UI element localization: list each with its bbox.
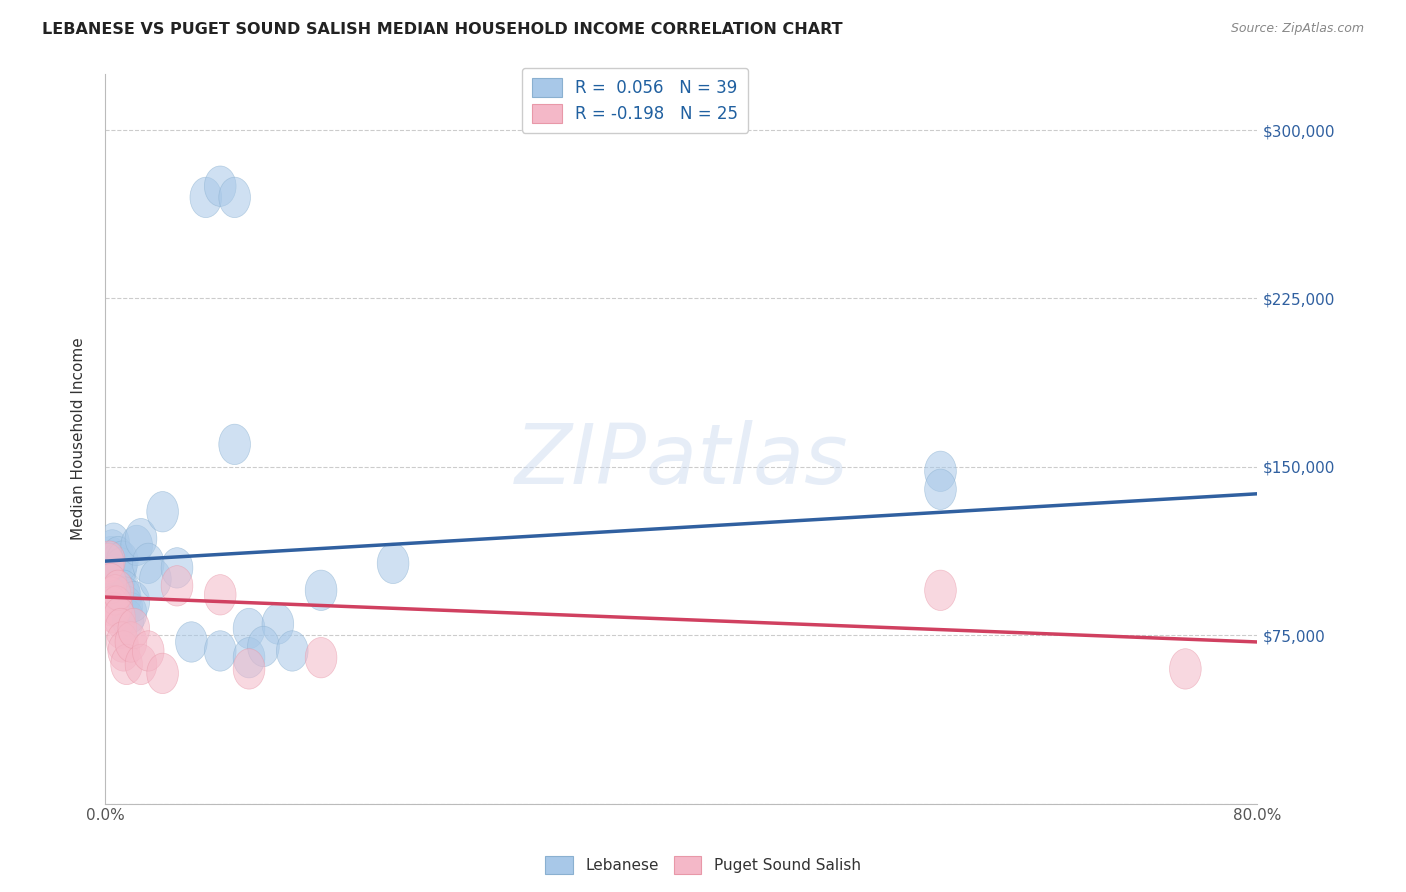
Ellipse shape [132,631,165,671]
Ellipse shape [162,566,193,606]
Ellipse shape [98,592,129,633]
Ellipse shape [111,644,142,685]
Ellipse shape [262,604,294,644]
Ellipse shape [97,586,128,626]
Ellipse shape [1170,648,1201,690]
Ellipse shape [96,577,127,617]
Ellipse shape [204,166,236,206]
Ellipse shape [233,608,264,648]
Ellipse shape [132,543,165,583]
Ellipse shape [305,638,337,678]
Ellipse shape [204,631,236,671]
Ellipse shape [104,597,135,638]
Ellipse shape [101,586,132,626]
Ellipse shape [112,599,143,640]
Ellipse shape [139,559,172,599]
Ellipse shape [121,525,152,566]
Ellipse shape [97,541,128,582]
Ellipse shape [115,622,146,662]
Ellipse shape [219,425,250,465]
Ellipse shape [176,622,207,662]
Ellipse shape [111,586,142,626]
Ellipse shape [91,543,124,583]
Ellipse shape [204,574,236,615]
Ellipse shape [115,592,146,633]
Ellipse shape [103,536,134,577]
Ellipse shape [219,178,250,218]
Ellipse shape [98,523,129,564]
Ellipse shape [108,570,139,610]
Ellipse shape [125,644,157,685]
Legend: Lebanese, Puget Sound Salish: Lebanese, Puget Sound Salish [540,850,866,880]
Ellipse shape [104,559,135,599]
Ellipse shape [107,541,138,582]
Ellipse shape [233,638,264,678]
Ellipse shape [190,178,222,218]
Text: LEBANESE VS PUGET SOUND SALISH MEDIAN HOUSEHOLD INCOME CORRELATION CHART: LEBANESE VS PUGET SOUND SALISH MEDIAN HO… [42,22,842,37]
Ellipse shape [100,570,131,610]
Ellipse shape [146,491,179,532]
Ellipse shape [96,564,127,604]
Ellipse shape [118,608,149,648]
Ellipse shape [105,548,136,588]
Y-axis label: Median Household Income: Median Household Income [72,337,86,541]
Ellipse shape [105,608,136,648]
Ellipse shape [305,570,337,610]
Legend: R =  0.056   N = 39, R = -0.198   N = 25: R = 0.056 N = 39, R = -0.198 N = 25 [522,68,748,133]
Ellipse shape [93,541,125,582]
Ellipse shape [125,518,157,559]
Ellipse shape [107,622,138,662]
Ellipse shape [925,469,956,509]
Ellipse shape [925,570,956,610]
Text: ZIPatlas: ZIPatlas [515,420,848,501]
Ellipse shape [110,577,141,617]
Ellipse shape [108,631,139,671]
Ellipse shape [100,555,131,595]
Ellipse shape [277,631,308,671]
Ellipse shape [97,530,128,570]
Ellipse shape [146,653,179,694]
Ellipse shape [233,648,264,690]
Ellipse shape [93,543,125,583]
Ellipse shape [96,536,127,577]
Ellipse shape [162,548,193,588]
Ellipse shape [247,626,280,666]
Ellipse shape [101,543,132,583]
Ellipse shape [377,543,409,583]
Text: Source: ZipAtlas.com: Source: ZipAtlas.com [1230,22,1364,36]
Ellipse shape [925,451,956,491]
Ellipse shape [100,574,131,615]
Ellipse shape [118,582,149,622]
Ellipse shape [103,570,134,610]
